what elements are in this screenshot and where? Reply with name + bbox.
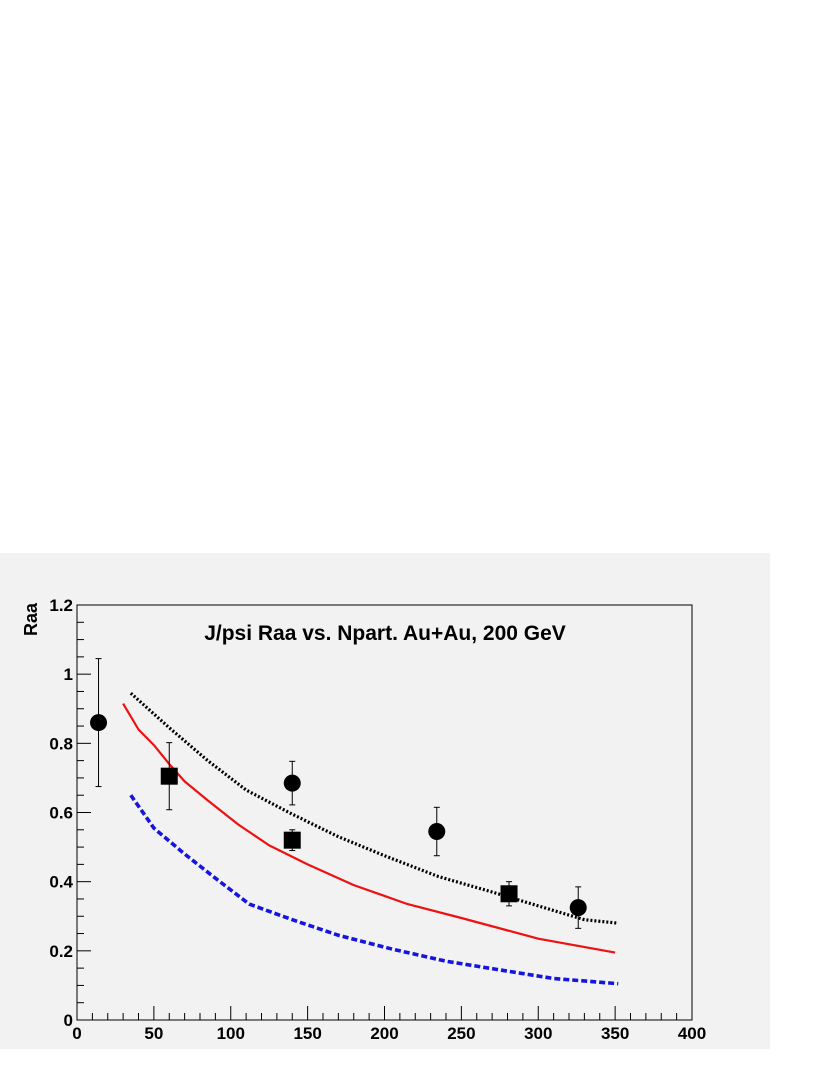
data-point-circle <box>428 823 446 841</box>
x-tick-label: 300 <box>524 1024 552 1043</box>
y-tick-label: 0.2 <box>49 942 73 961</box>
series-line-dotted <box>129 692 619 925</box>
x-tick-label: 100 <box>217 1024 245 1043</box>
x-tick-label: 50 <box>144 1024 163 1043</box>
y-tick-label: 0 <box>64 1011 73 1030</box>
x-tick-label: 350 <box>601 1024 629 1043</box>
chart-title: J/psi Raa vs. Npart. Au+Au, 200 GeV <box>204 622 566 645</box>
y-axis-label: Raa <box>21 602 41 636</box>
x-tick-label: 250 <box>447 1024 475 1043</box>
plot-canvas: 0 50 100 150 200 250 300 350 400 0 0.2 0.4 0.6 0.8 1 1.… <box>0 553 770 1049</box>
y-tick-label: 0.6 <box>49 804 73 823</box>
y-tick-label: 0.4 <box>49 873 73 892</box>
y-tick-label: 1.2 <box>49 596 73 615</box>
y-tick-label: 1 <box>64 665 73 684</box>
data-point-circle <box>90 714 108 732</box>
data-point-circle <box>569 899 587 917</box>
series-line-solid <box>122 703 616 954</box>
x-tick-label: 0 <box>72 1024 81 1043</box>
data-point-square <box>283 831 301 849</box>
data-point-circle <box>283 774 301 792</box>
plot-frame <box>76 604 693 1021</box>
y-tick-label: 0.8 <box>49 734 73 753</box>
chart-svg: 0 50 100 150 200 250 300 350 400 0 0.2 0.4 0.6 0.8 1 1.… <box>21 596 706 1049</box>
series-line-dashed <box>129 794 619 986</box>
x-tick-label: 150 <box>293 1024 321 1043</box>
x-tick-label: 400 <box>678 1024 706 1043</box>
x-axis-label: Npart <box>643 1047 690 1049</box>
x-tick-label: 200 <box>370 1024 398 1043</box>
data-point-square <box>500 885 518 903</box>
data-point-square <box>160 767 178 785</box>
